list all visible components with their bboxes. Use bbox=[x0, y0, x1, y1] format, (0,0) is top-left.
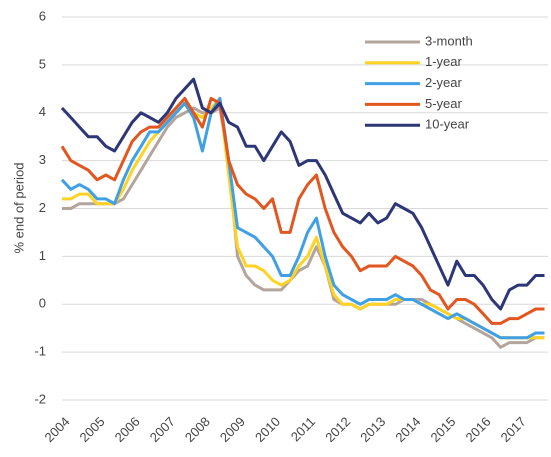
y-tick-label: -2 bbox=[34, 391, 46, 406]
x-tick-label: 2012 bbox=[322, 414, 353, 445]
y-tick-label: 0 bbox=[39, 296, 46, 311]
series-line bbox=[60, 96, 545, 340]
y-axis-label: % end of period bbox=[11, 162, 26, 253]
y-tick-label: 4 bbox=[39, 104, 46, 119]
series-line bbox=[62, 106, 545, 349]
legend-label: 5-year bbox=[425, 96, 463, 111]
legend-label: 2-year bbox=[425, 75, 463, 90]
x-tick-label: 2014 bbox=[392, 414, 423, 445]
x-tick-label: 2008 bbox=[182, 414, 213, 445]
x-tick-label: 2015 bbox=[427, 414, 458, 445]
x-tick-label: 2009 bbox=[217, 414, 248, 445]
y-tick-label: 5 bbox=[39, 56, 46, 71]
x-tick-label: 2016 bbox=[463, 414, 494, 445]
x-tick-label: 2013 bbox=[357, 414, 388, 445]
x-tick-label: 2005 bbox=[77, 414, 108, 445]
series-line bbox=[60, 77, 545, 311]
x-tick-label: 2004 bbox=[41, 414, 72, 445]
y-tick-label: 3 bbox=[39, 152, 46, 167]
y-tick-label: 2 bbox=[39, 200, 46, 215]
legend-label: 3-month bbox=[425, 33, 473, 48]
y-tick-label: -1 bbox=[34, 344, 46, 359]
legend-label: 1-year bbox=[425, 54, 463, 69]
x-tick-label: 2007 bbox=[147, 414, 178, 445]
y-tick-label: 1 bbox=[39, 248, 46, 263]
x-tick-label: 2017 bbox=[498, 414, 529, 445]
series-line bbox=[60, 96, 545, 325]
x-tick-label: 2010 bbox=[252, 414, 283, 445]
x-tick-label: 2011 bbox=[288, 414, 318, 444]
legend-label: 10-year bbox=[425, 117, 470, 132]
y-tick-label: 6 bbox=[39, 8, 46, 23]
x-tick-label: 2006 bbox=[112, 414, 143, 445]
